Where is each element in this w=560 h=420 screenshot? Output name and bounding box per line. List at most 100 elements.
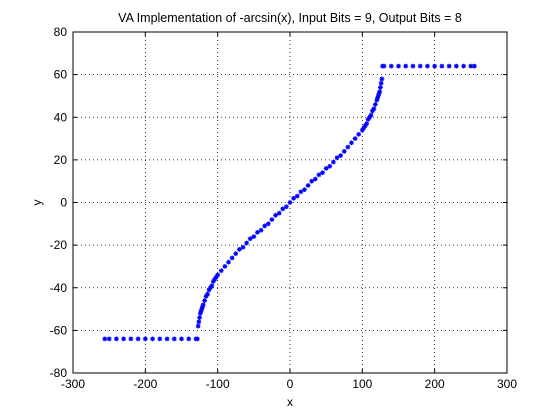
data-point	[403, 63, 409, 69]
data-point	[345, 144, 351, 150]
data-point	[212, 276, 218, 282]
data-point	[218, 268, 224, 274]
data-point	[244, 240, 249, 246]
data-point	[280, 206, 286, 212]
data-point	[376, 91, 382, 97]
data-point	[320, 170, 325, 176]
data-point	[352, 136, 358, 141]
data-point	[213, 274, 219, 280]
data-point	[273, 212, 278, 218]
data-point	[367, 114, 372, 120]
y-tick-label: -60	[50, 323, 68, 337]
data-point	[381, 63, 387, 69]
data-point	[229, 255, 235, 261]
data-point	[331, 159, 336, 165]
data-point	[375, 95, 380, 101]
data-point	[338, 153, 344, 159]
data-point	[364, 121, 370, 127]
data-point	[199, 306, 205, 312]
data-point	[374, 97, 380, 103]
data-point	[334, 155, 340, 161]
data-point	[323, 166, 329, 171]
data-point	[102, 336, 108, 342]
data-point	[446, 63, 452, 69]
data-point	[236, 246, 242, 252]
data-point	[362, 123, 368, 129]
data-point	[294, 193, 300, 199]
data-point	[472, 63, 477, 69]
y-tick-label: -80	[50, 366, 68, 380]
data-point	[372, 102, 378, 107]
y-tick-label: 40	[54, 110, 68, 124]
data-point	[377, 89, 383, 95]
data-point	[209, 283, 215, 289]
data-point	[378, 85, 383, 90]
data-point	[371, 106, 377, 112]
data-point	[396, 63, 401, 69]
y-axis-label: y	[30, 200, 44, 206]
data-point	[205, 291, 210, 297]
data-point	[375, 93, 381, 99]
data-point	[417, 63, 423, 69]
data-point	[128, 336, 134, 342]
data-point	[298, 189, 304, 195]
y-tick-label: 0	[60, 196, 67, 210]
data-point	[106, 336, 112, 342]
data-point	[197, 315, 202, 320]
data-point	[410, 63, 416, 69]
data-point	[171, 336, 177, 342]
data-point	[388, 63, 394, 69]
x-axis-label: x	[287, 395, 293, 409]
data-point	[305, 183, 311, 188]
data-point	[379, 76, 385, 82]
x-tick-label: -200	[133, 377, 157, 391]
data-point	[206, 287, 212, 293]
x-tick-label: 300	[497, 377, 517, 391]
data-point	[378, 80, 384, 86]
data-point	[179, 336, 184, 342]
data-point	[150, 336, 155, 342]
x-tick-label: -100	[206, 377, 230, 391]
data-point	[114, 336, 119, 342]
data-point	[226, 259, 231, 265]
data-point	[368, 112, 374, 118]
data-point	[439, 63, 445, 69]
data-point	[287, 200, 293, 205]
data-point	[361, 125, 367, 131]
data-point	[468, 63, 474, 69]
data-point	[195, 336, 200, 342]
data-point	[425, 63, 430, 69]
data-point	[157, 336, 163, 342]
data-point	[164, 336, 170, 342]
data-point	[202, 298, 208, 303]
x-tick-label: 100	[352, 377, 372, 391]
data-point	[283, 204, 289, 210]
data-point	[251, 234, 257, 239]
data-point	[461, 63, 466, 69]
y-tick-label: 20	[54, 153, 68, 167]
data-point	[312, 176, 318, 182]
y-tick-label: -20	[50, 238, 68, 252]
data-point	[316, 172, 322, 178]
data-point	[341, 148, 347, 154]
data-point	[200, 304, 205, 310]
y-tick-label: 80	[54, 25, 68, 39]
chart-title: VA Implementation of -arcsin(x), Input B…	[118, 11, 462, 25]
data-point	[200, 302, 206, 308]
data-point	[359, 127, 365, 133]
x-tick-label: 200	[425, 377, 445, 391]
data-point	[262, 223, 268, 229]
y-tick-label: -40	[50, 281, 68, 295]
data-point	[135, 336, 141, 342]
data-point	[291, 195, 297, 201]
data-point	[258, 227, 264, 233]
axis-ticks: -300 -200 -100 0 100 200 300-80-60-40-20020406…	[50, 25, 518, 391]
data-point	[203, 293, 209, 299]
data-point	[186, 336, 192, 342]
data-point	[349, 140, 354, 146]
data-point	[210, 278, 216, 284]
data-point	[240, 244, 246, 250]
x-tick-label: 0	[287, 377, 294, 391]
data-point	[370, 108, 375, 114]
